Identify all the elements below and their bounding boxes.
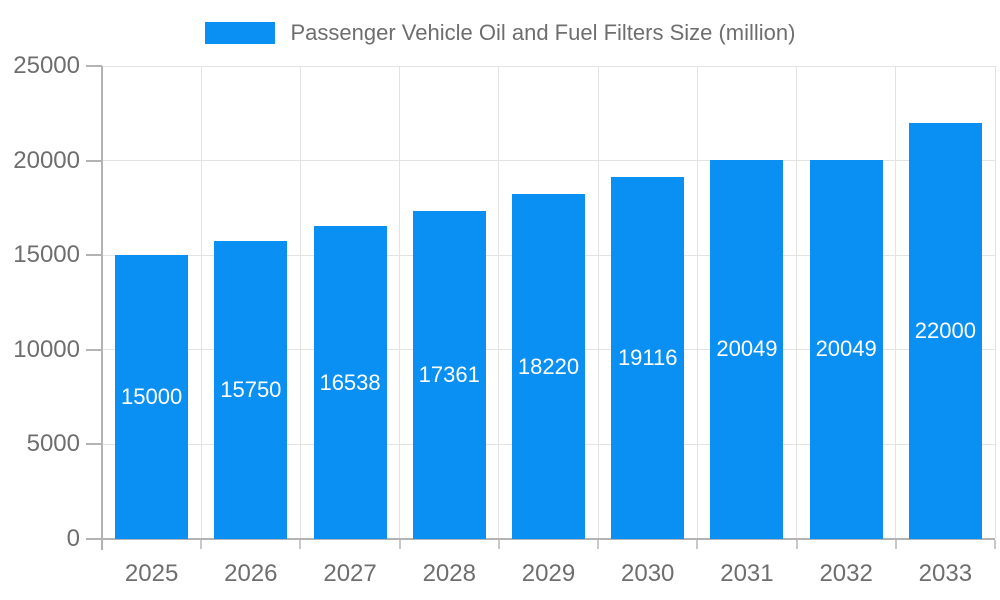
x-axis-label-2026: 2026 [224,560,278,587]
x-axis-label-2030: 2030 [621,560,675,587]
y-axis-label: 20000 [13,146,80,174]
x-axis-line [86,538,995,540]
x-axis-tick [894,540,897,549]
x-axis-label-2028: 2028 [422,560,476,587]
x-axis-tick [597,540,600,549]
v-gridline [498,66,500,539]
v-gridline [994,66,996,539]
h-gridline [102,160,995,162]
x-axis-tick [795,540,798,549]
bar-value-label: 15750 [220,376,282,402]
bar-value-label: 15000 [121,384,183,410]
bar-2027[interactable]: 16538 [313,226,387,539]
bar-2032[interactable]: 20049 [809,159,883,539]
v-gridline [200,66,202,539]
x-axis-tick [398,540,401,549]
y-axis-line [101,66,103,550]
y-axis-tick [86,65,102,67]
chart-legend[interactable]: Passenger Vehicle Oil and Fuel Filters S… [0,20,1000,46]
y-axis-label: 5000 [26,430,80,458]
x-axis-tick [994,540,996,549]
bar-value-label: 19116 [617,345,678,371]
x-axis-tick [497,540,500,549]
x-axis-label-2033: 2033 [918,560,973,587]
v-gridline [399,66,401,539]
x-axis-tick [696,540,699,549]
bar-value-label: 18220 [517,353,580,379]
y-axis-tick [86,443,102,446]
y-axis-label: 15000 [13,241,80,269]
bar-value-label: 22000 [914,317,976,343]
x-axis-label-2032: 2032 [819,560,873,587]
v-gridline [895,66,897,539]
bar-2026[interactable]: 15750 [214,241,288,539]
x-axis-label-2027: 2027 [323,560,377,587]
x-axis-label-2025: 2025 [124,560,179,587]
x-axis-label-2031: 2031 [720,560,774,587]
bar-2033[interactable]: 22000 [908,122,982,539]
bar-value-label: 20049 [716,336,778,362]
bar-value-label: 16538 [319,369,381,395]
y-axis-tick [86,348,102,351]
bar-2028[interactable]: 17361 [412,210,486,539]
bar-2025[interactable]: 15000 [115,255,189,539]
x-axis-tick [299,540,302,549]
bar-value-label: 17361 [418,361,480,387]
bar-value-label: 20049 [815,336,877,362]
x-axis-tick [200,540,203,549]
y-axis-tick [86,254,102,257]
x-axis-label-2029: 2029 [521,560,576,587]
y-axis-tick [86,159,102,162]
y-axis-label: 25000 [13,52,80,79]
v-gridline [299,66,301,539]
bar-2029[interactable]: 18220 [512,194,585,539]
legend-color-swatch [204,22,275,44]
v-gridline [696,66,698,539]
h-gridline [102,65,995,67]
v-gridline [597,66,599,539]
legend-label: Passenger Vehicle Oil and Fuel Filters S… [290,20,796,45]
y-axis-label: 10000 [13,335,80,363]
bar-2031[interactable]: 20049 [710,159,784,539]
v-gridline [796,66,798,539]
y-axis-label: 0 [66,525,80,552]
bar-2030[interactable]: 19116 [611,177,685,539]
